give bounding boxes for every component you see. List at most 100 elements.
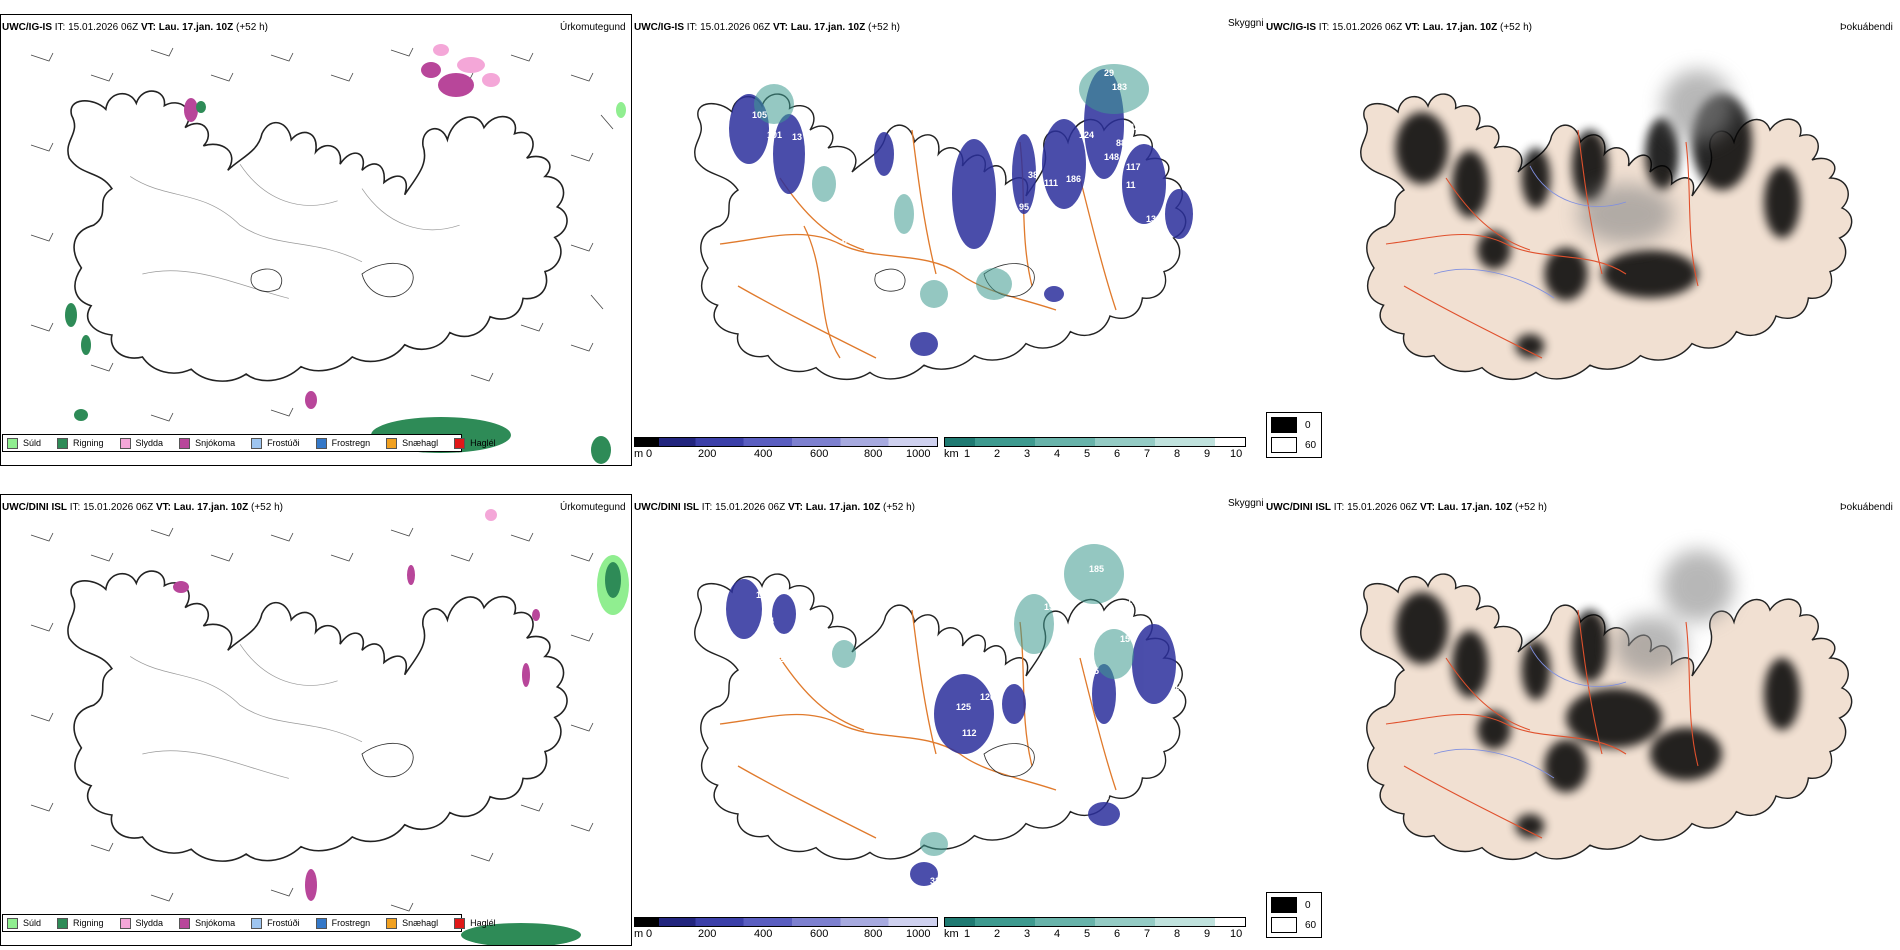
svg-text:95: 95 — [1019, 202, 1029, 212]
svg-text:128: 128 — [1076, 234, 1091, 244]
legend-item-snow: Snjókoma — [179, 437, 235, 449]
fog-map-2 — [1360, 550, 1853, 861]
run-time: 15.01.2026 06Z — [68, 22, 139, 33]
legend-item-rain: Rigning — [57, 437, 104, 449]
svg-text:129: 129 — [756, 590, 771, 600]
fog-panel-1: UWC/IG-IS IT: 15.01.2026 06Z VT: Lau. 17… — [1266, 14, 1900, 466]
svg-text:131: 131 — [1139, 258, 1154, 268]
svg-text:130: 130 — [1112, 218, 1127, 228]
svg-text:143: 143 — [1094, 792, 1109, 802]
svg-text:170: 170 — [1056, 801, 1071, 811]
valid-time: Lau. 17.jan. 10Z — [158, 22, 234, 33]
precip-panel-2: UWC/DINI ISL IT: 15.01.2026 06Z VT: Lau.… — [0, 494, 632, 946]
svg-text:16: 16 — [810, 608, 820, 618]
svg-text:88: 88 — [1116, 138, 1126, 148]
cloud-labels: 29 183 225 12 88 148 105 117 124 101 13 … — [752, 68, 1169, 404]
fog-map-1 — [1360, 70, 1853, 381]
svg-text:225: 225 — [1129, 122, 1144, 132]
model-name: UWC/IG-IS — [2, 22, 52, 33]
svg-text:126: 126 — [980, 692, 995, 702]
legend-item-drizzle: Súld — [7, 437, 41, 449]
svg-text:64: 64 — [842, 236, 852, 246]
precip-title-1: Úrkomutegund — [560, 22, 626, 33]
ceiling-scale-labels-1: m 0 200 400 600 800 1000 — [634, 448, 931, 460]
precip-map-2 — [0, 494, 632, 946]
svg-text:69: 69 — [932, 394, 942, 404]
svg-text:186: 186 — [1066, 174, 1081, 184]
precip-map-1 — [0, 14, 632, 466]
ceiling-colorbar-1 — [634, 437, 938, 447]
svg-text:106: 106 — [998, 224, 1013, 234]
wind-barbs — [30, 47, 614, 432]
svg-text:196: 196 — [1044, 602, 1059, 612]
fog-title-2: Þokuábendi — [1840, 502, 1893, 513]
svg-text:124: 124 — [1079, 130, 1094, 140]
precip-header-2: UWC/DINI ISL IT: 15.01.2026 06Z VT: Lau.… — [2, 502, 283, 513]
sleet-areas — [433, 44, 500, 87]
svg-text:29: 29 — [1104, 68, 1114, 78]
fog-panel-2: UWC/DINI ISL IT: 15.01.2026 06Z VT: Lau.… — [1266, 494, 1900, 946]
svg-text:185: 185 — [1089, 564, 1104, 574]
ceiling-scale-labels-2: m 0 200 400 600 800 1000 — [634, 928, 931, 940]
svg-text:112: 112 — [962, 728, 977, 738]
svg-text:38: 38 — [1028, 170, 1038, 180]
cloud-header-1: UWC/IG-IS IT: 15.01.2026 06Z VT: Lau. 17… — [634, 22, 900, 33]
ceiling-colorbar-2 — [634, 917, 938, 927]
svg-text:111: 111 — [1044, 178, 1058, 188]
svg-text:138: 138 — [1146, 214, 1161, 224]
fog-header-2: UWC/DINI ISL IT: 15.01.2026 06Z VT: Lau.… — [1266, 502, 1547, 513]
cloud-teal — [754, 64, 1149, 308]
svg-text:208: 208 — [1042, 702, 1057, 712]
fog-title-1: Þokuábendi — [1840, 22, 1893, 33]
svg-text:148: 148 — [1104, 152, 1119, 162]
svg-text:114: 114 — [1104, 204, 1119, 214]
precip-legend-1: Súld Rigning Slydda Snjókoma Frostúði Fr… — [2, 434, 496, 452]
visibility-colorbar-1 — [944, 437, 1246, 447]
svg-text:117: 117 — [1126, 162, 1141, 172]
svg-text:120: 120 — [774, 654, 789, 664]
visibility-scale-labels-2: km 1 2 3 4 5 6 7 8 9 10 — [944, 928, 1243, 940]
cloud-title-2: Skyggni — [1228, 498, 1264, 509]
svg-text:13: 13 — [792, 132, 802, 142]
svg-text:145: 145 — [1120, 244, 1135, 254]
cloud-panel-1: UWC/IG-IS IT: 15.01.2026 06Z VT: Lau. 17… — [634, 14, 1266, 466]
svg-text:150: 150 — [1120, 634, 1135, 644]
precip-legend-2: Súld Rigning Slydda Snjókoma Frostúði Fr… — [2, 914, 496, 932]
svg-text:116: 116 — [1004, 210, 1019, 220]
svg-text:24: 24 — [764, 616, 774, 626]
svg-text:98: 98 — [774, 194, 784, 204]
visibility-colorbar-2 — [944, 917, 1246, 927]
cloud-map-2: 185 103 107 129 150 16 24 196 126 125 11… — [694, 544, 1189, 886]
snow-areas — [184, 62, 474, 409]
fog-legend-2: 0 60 — [1266, 892, 1322, 938]
legend-item-freezing-rain: Frostregn — [315, 437, 370, 449]
svg-text:170: 170 — [1174, 682, 1189, 692]
cloud-title-1: Skyggni — [1228, 18, 1264, 29]
cloud-dark — [729, 69, 1193, 356]
svg-text:12: 12 — [1151, 132, 1161, 142]
legend-item-freezing-drizzle: Frostúði — [251, 437, 300, 449]
fog-header-1: UWC/IG-IS IT: 15.01.2026 06Z VT: Lau. 17… — [1266, 22, 1532, 33]
legend-item-snow-pellets: Snæhagl — [386, 437, 438, 449]
svg-text:122: 122 — [992, 238, 1007, 248]
svg-text:107: 107 — [1127, 596, 1142, 606]
cloud-header-2: UWC/DINI ISL IT: 15.01.2026 06Z VT: Lau.… — [634, 502, 915, 513]
run-prefix: IT: — [54, 22, 66, 33]
svg-text:11: 11 — [1126, 180, 1136, 190]
precip-title-2: Úrkomutegund — [560, 502, 626, 513]
fog-legend-1: 0 60 — [1266, 412, 1322, 458]
legend-item-hail: Haglél — [454, 437, 496, 449]
precip-header-1: UWC/IG-IS IT: 15.01.2026 06Z VT: Lau. 17… — [2, 22, 268, 33]
svg-text:125: 125 — [956, 702, 971, 712]
svg-text:103: 103 — [1134, 582, 1149, 592]
svg-text:126: 126 — [1154, 236, 1169, 246]
svg-text:101: 101 — [767, 130, 782, 140]
precip-panel-1: UWC/IG-IS IT: 15.01.2026 06Z VT: Lau. 17… — [0, 14, 632, 466]
svg-text:155: 155 — [1084, 666, 1099, 676]
cloud-panel-2: UWC/DINI ISL IT: 15.01.2026 06Z VT: Lau.… — [634, 494, 1266, 946]
legend-item-sleet: Slydda — [119, 437, 163, 449]
cloud-map-1: 29 183 225 12 88 148 105 117 124 101 13 … — [694, 64, 1193, 404]
svg-text:32: 32 — [930, 876, 940, 886]
visibility-scale-labels-1: km 1 2 3 4 5 6 7 8 9 10 — [944, 448, 1243, 460]
svg-text:183: 183 — [1112, 82, 1127, 92]
